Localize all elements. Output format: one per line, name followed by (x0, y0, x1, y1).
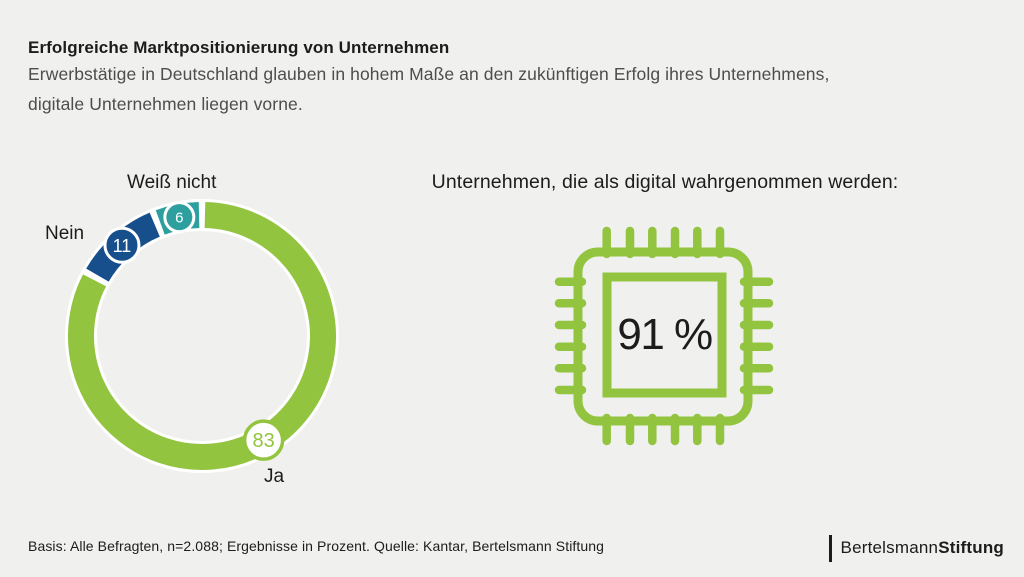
page-subtitle-line1: Erwerbstätige in Deutschland glauben in … (28, 64, 830, 84)
donut-value-label: 11 (113, 236, 132, 256)
page-subtitle-line2: digitale Unternehmen liegen vorne. (28, 94, 303, 114)
segment-label-ja: Ja (264, 466, 285, 487)
segment-label-nein: Nein (45, 223, 85, 244)
segment-label-weiss-nicht: Weiß nicht (127, 172, 217, 193)
chip-body (573, 247, 753, 426)
bertelsmann-stiftung-logo: BertelsmannStiftung (829, 533, 1004, 563)
donut-value-badge (103, 226, 141, 264)
donut-value-badge (242, 419, 285, 461)
logo-divider-bar (829, 534, 832, 562)
donut-value-badge (163, 201, 196, 234)
logo-text: BertelsmannStiftung (840, 538, 1004, 557)
page-title: Erfolgreiche Marktpositionierung von Unt… (28, 38, 450, 57)
donut-chart: 83 11 6 (32, 166, 372, 506)
cpu-chip-icon (548, 220, 780, 452)
source-note: Basis: Alle Befragten, n=2.088; Ergebnis… (28, 538, 605, 554)
chip-inner-square (602, 272, 727, 398)
donut-value-label: 6 (175, 210, 183, 227)
digital-stat-heading: Unternehmen, die als digital wahrgenomme… (431, 171, 899, 193)
digital-percentage: 91 % (617, 310, 713, 359)
donut-value-label: 83 (252, 430, 274, 452)
donut-chart-svg: 83 11 6 (65, 199, 339, 473)
